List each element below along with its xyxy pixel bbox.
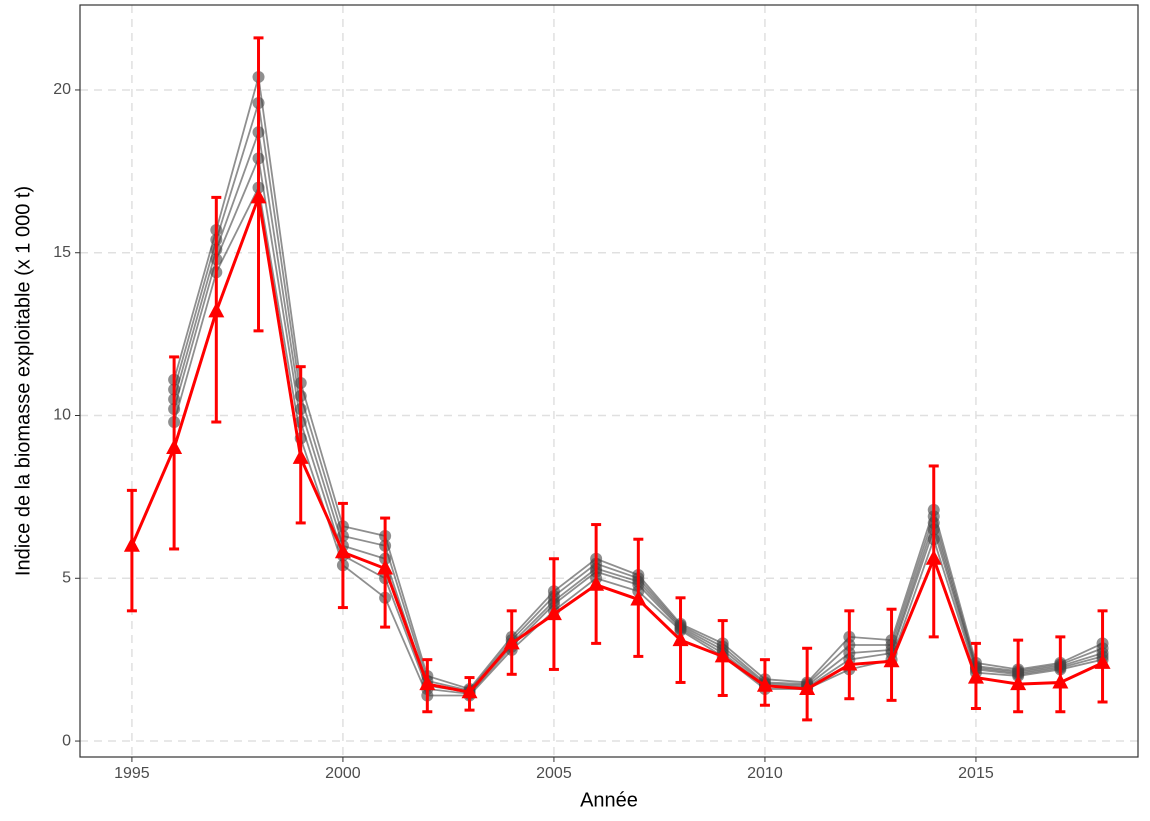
reference-line: [130, 191, 1104, 694]
triangle-marker: [250, 188, 267, 204]
x-tick-label: 2005: [536, 765, 572, 782]
triangle-marker: [841, 655, 858, 671]
y-axis-title: Indice de la biomasse exploitable (x 1 0…: [12, 186, 34, 576]
x-tick-label: 2015: [958, 765, 994, 782]
triangle-marker: [1052, 673, 1069, 689]
x-tick-label: 2000: [325, 765, 361, 782]
triangle-marker: [630, 590, 647, 606]
y-tick-label: 0: [62, 732, 71, 749]
y-tick-label: 10: [53, 407, 71, 424]
triangle-marker: [334, 543, 351, 559]
triangle-marker: [1094, 653, 1111, 669]
triangle-marker: [799, 679, 816, 695]
y-tick-label: 5: [62, 569, 71, 586]
triangle-marker: [545, 605, 562, 621]
triangle-marker: [756, 676, 773, 692]
triangle-marker: [588, 575, 605, 591]
triangle-marker: [883, 652, 900, 668]
triangle-marker: [419, 675, 436, 691]
x-tick-label: 2010: [747, 765, 783, 782]
y-tick-label: 15: [53, 244, 71, 261]
triangle-marker: [967, 668, 984, 684]
triangle-marker: [672, 631, 689, 647]
triangle-marker: [1010, 675, 1027, 691]
x-tick-label: 1995: [114, 765, 150, 782]
triangle-marker: [377, 559, 394, 575]
triangle-marker: [123, 536, 140, 552]
triangle-marker: [166, 439, 183, 455]
triangle-marker: [714, 647, 731, 663]
x-axis-title: Année: [580, 789, 638, 811]
y-tick-label: 20: [53, 81, 71, 98]
triangle-marker: [208, 302, 225, 318]
plot-border: [79, 4, 1139, 758]
triangle-marker: [925, 549, 942, 565]
triangle-marker: [292, 448, 309, 464]
triangle-marker: [461, 683, 478, 699]
triangle-marker: [503, 634, 520, 650]
